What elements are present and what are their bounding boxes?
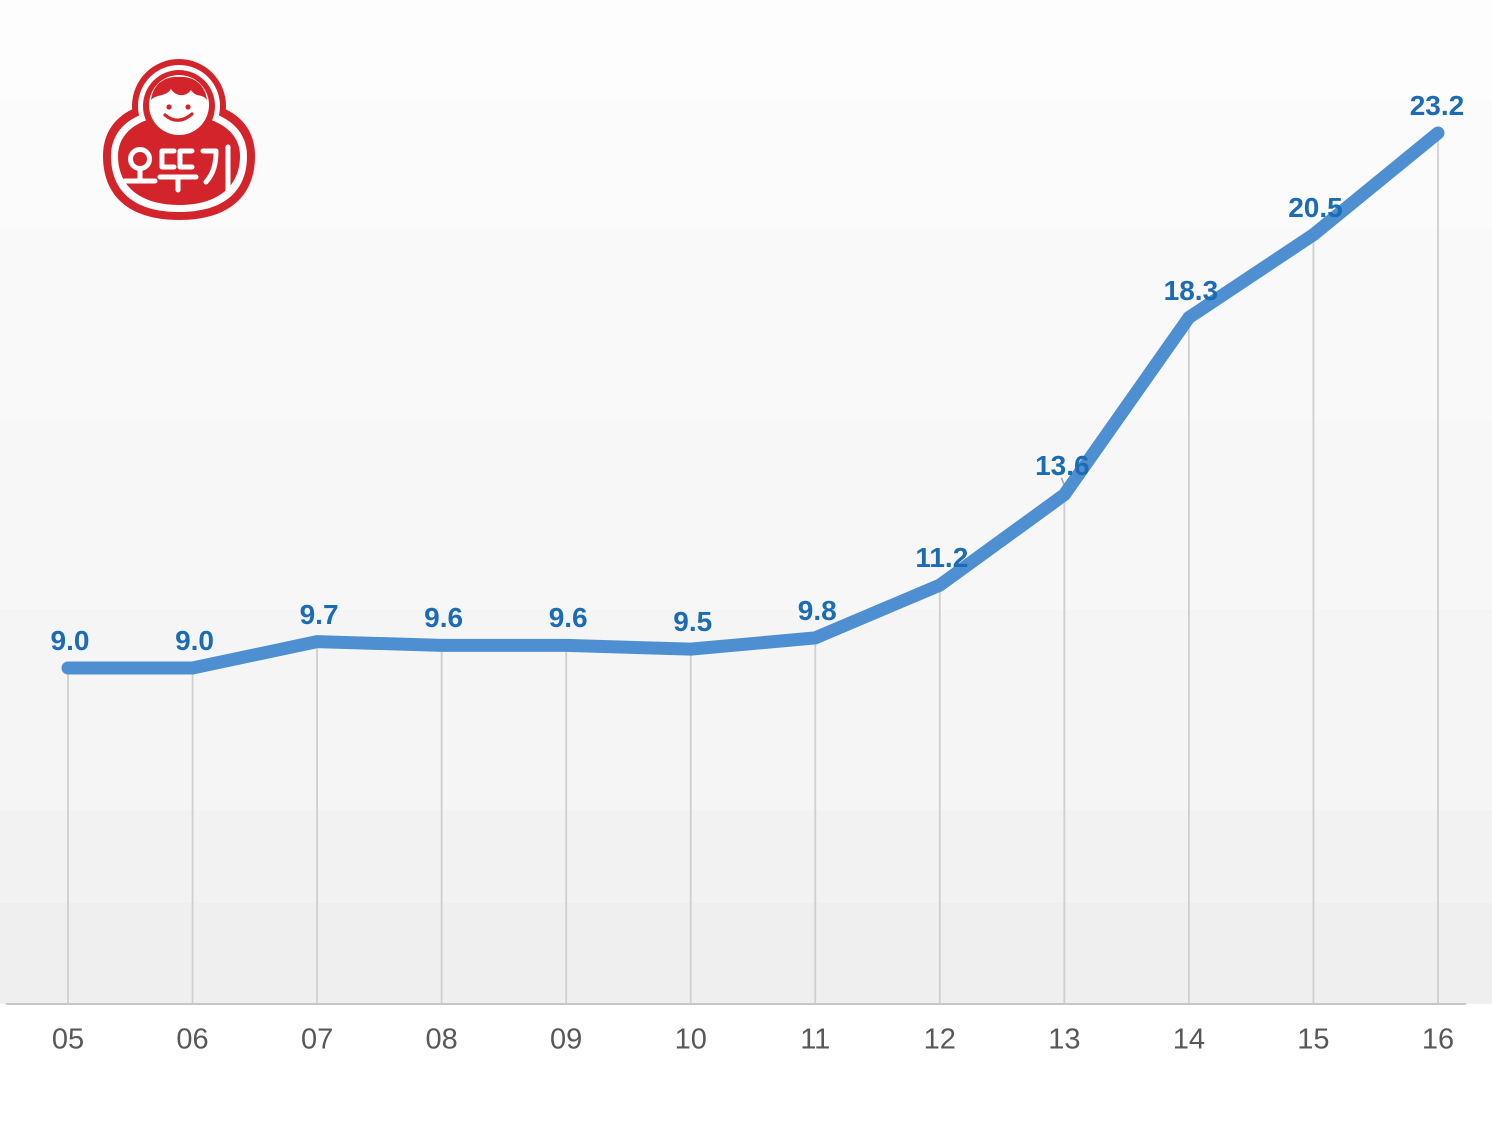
data-label: 9.0 bbox=[175, 625, 214, 656]
ottogi-logo-mark bbox=[103, 59, 255, 220]
data-label: 9.5 bbox=[673, 606, 713, 638]
ottogi-logo bbox=[103, 59, 255, 220]
x-axis-label: 05 bbox=[51, 1023, 85, 1056]
data-label: 13.6 bbox=[1035, 449, 1090, 481]
x-axis-label: 10 bbox=[674, 1023, 707, 1056]
logo-hangul-text bbox=[122, 144, 231, 195]
x-axis-label: 11 bbox=[800, 1023, 831, 1056]
x-axis-label: 13 bbox=[1048, 1023, 1081, 1056]
data-label: 18.3 bbox=[1163, 274, 1219, 306]
data-label: 9.6 bbox=[548, 602, 588, 634]
x-axis-label: 12 bbox=[923, 1023, 956, 1056]
data-label: 9.8 bbox=[797, 594, 837, 626]
data-label: 9.7 bbox=[299, 598, 339, 630]
data-label: 9.0 bbox=[50, 625, 90, 656]
data-label: 20.5 bbox=[1288, 191, 1343, 223]
x-axis-label: 08 bbox=[425, 1023, 458, 1056]
x-axis-label: 07 bbox=[300, 1023, 334, 1056]
x-axis-label: 09 bbox=[550, 1023, 583, 1056]
x-axis-label: 16 bbox=[1421, 1023, 1455, 1056]
data-label: 11.2 bbox=[915, 542, 969, 574]
x-axis-label: 15 bbox=[1297, 1023, 1330, 1056]
trend-line bbox=[61, 126, 1445, 675]
x-axis-label: 14 bbox=[1172, 1023, 1206, 1056]
data-label: 23.2 bbox=[1409, 89, 1465, 121]
x-axis-label: 06 bbox=[176, 1023, 209, 1056]
data-label: 9.6 bbox=[424, 602, 464, 634]
